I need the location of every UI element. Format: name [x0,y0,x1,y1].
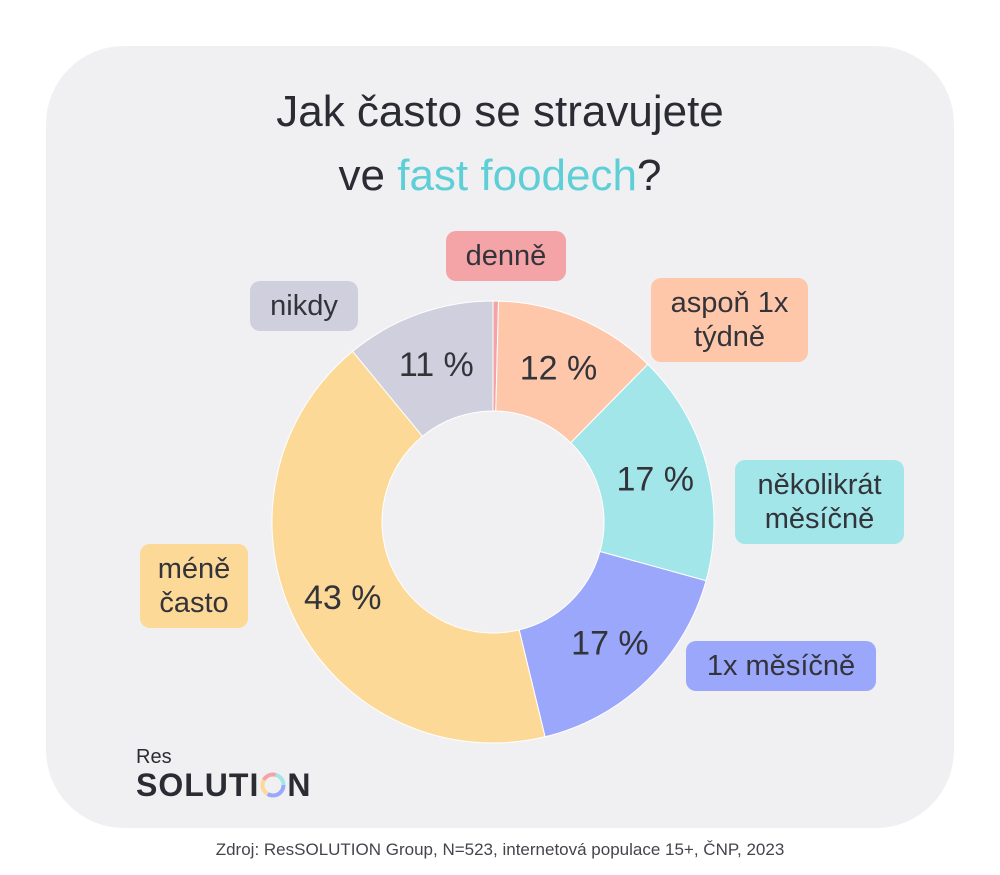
donut-slice-3 [518,550,707,738]
slice-value-label-3: 17 % [571,625,649,663]
logo-res: Res [136,746,172,768]
title-line-1: Jak často se stravujete [276,87,724,136]
legend-label-nikdy: nikdy [250,281,358,331]
slice-value-label-2: 17 % [616,460,694,498]
donut-slice-4 [271,350,546,744]
slice-value-label-1: 12 % [520,349,598,387]
logo-solution: SOLUTI N [136,768,311,802]
title-line-2: ve fast foodech? [46,144,954,208]
chart-title: Jak často se stravujete ve fast foodech? [46,80,954,208]
legend-label-mene-casto: méně často [140,544,248,628]
title-suffix: ? [636,151,662,200]
ressolution-logo: Res SOLUTI N [136,746,311,802]
donut-slice-2 [570,363,715,582]
slice-value-label-5: 11 % [399,346,474,384]
legend-label-nekolikrat-mesicne: několikrát měsíčně [735,460,904,544]
source-note: Zdroj: ResSOLUTION Group, N=523, interne… [215,840,785,859]
legend-label-aspon-1x-tydne: aspoň 1x týdně [651,278,808,362]
title-accent: fast foodech [397,151,637,200]
logo-solution-a: SOLUTI [136,767,260,803]
logo-solution-b: N [287,767,312,803]
donut-slice-5 [351,300,494,437]
legend-label-denne: denně [446,231,566,281]
slice-value-label-4: 43 % [304,579,382,617]
logo-ring-icon [260,772,286,798]
legend-label-1x-mesicne: 1x měsíčně [686,641,876,691]
title-prefix: ve [338,151,398,200]
